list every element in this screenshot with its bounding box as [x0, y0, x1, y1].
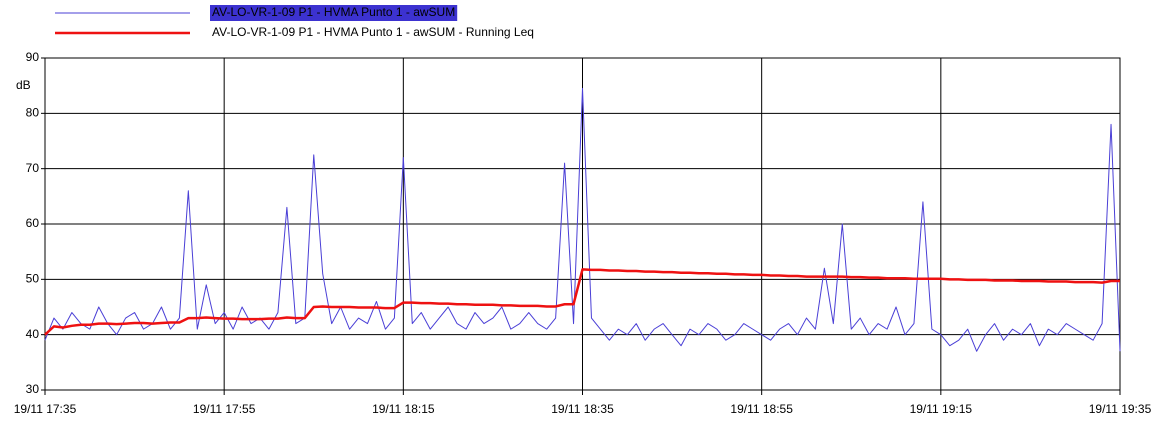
legend-highlight — [210, 5, 458, 21]
y-tick-label: 50 — [26, 272, 40, 286]
y-tick-label: 90 — [26, 50, 40, 64]
x-tick-label: 19/11 18:55 — [730, 402, 793, 416]
y-tick-label: 30 — [26, 382, 40, 396]
x-tick-label: 19/11 18:15 — [372, 402, 435, 416]
x-tick-label: 19/11 17:35 — [14, 402, 77, 416]
x-tick-label: 19/11 17:55 — [193, 402, 256, 416]
legend-label: AV-LO-VR-1-09 P1 - HVMA Punto 1 - awSUM — [212, 5, 455, 19]
data-line — [44, 87, 1121, 352]
y-tick-label: 70 — [26, 161, 40, 175]
y-axis-label: dB — [16, 78, 31, 92]
y-tick-label: 80 — [26, 106, 40, 120]
x-tick-label: 19/11 18:35 — [551, 402, 614, 416]
plot-frame — [44, 57, 1121, 391]
y-tick-label: 40 — [26, 327, 40, 341]
x-tick-label: 19/11 19:35 — [1089, 402, 1152, 416]
legend-label: AV-LO-VR-1-09 P1 - HVMA Punto 1 - awSUM … — [212, 25, 534, 39]
y-tick-label: 60 — [26, 216, 40, 230]
data-line — [44, 268, 1120, 336]
x-tick-label: 19/11 19:15 — [910, 402, 973, 416]
